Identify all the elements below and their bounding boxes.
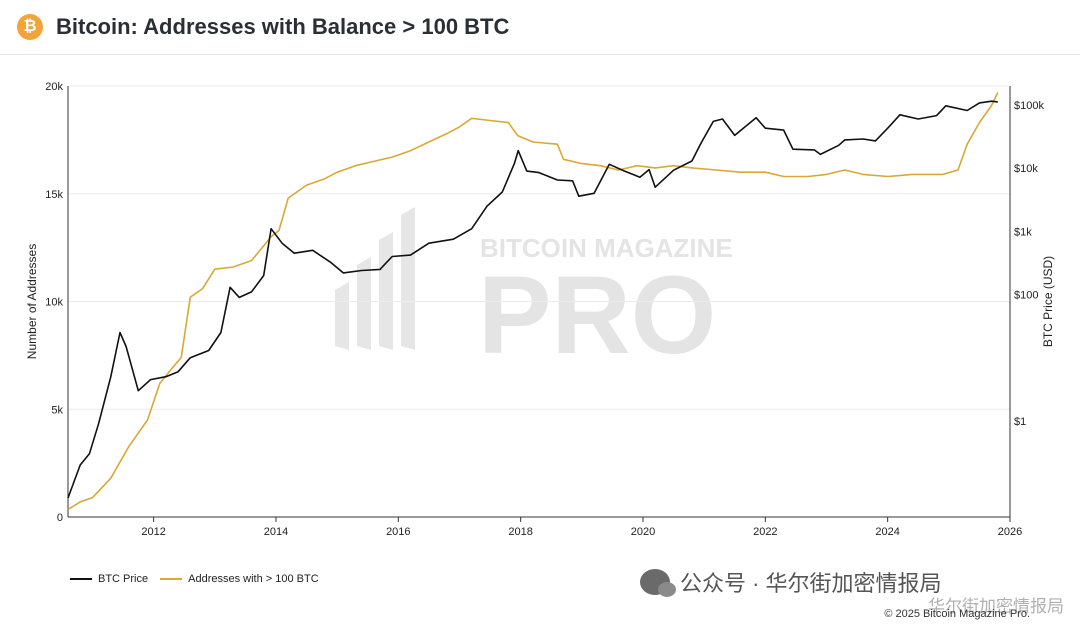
chart-header: ₿ Bitcoin: Addresses with Balance > 100 … — [0, 0, 1080, 55]
legend-item-btc-price[interactable]: BTC Price — [70, 573, 148, 585]
x-tick-label: 2024 — [875, 526, 899, 538]
watermark-line2: PRO — [478, 254, 716, 377]
y-tick-label: 20k — [45, 81, 63, 93]
legend-swatch-addresses — [160, 578, 183, 580]
watermark-line1: BITCOIN MAGAZINE — [480, 233, 733, 263]
y2-tick-label: $1 — [1014, 416, 1026, 428]
y2-tick-label: $100k — [1014, 100, 1044, 112]
x-tick-label: 2012 — [141, 526, 165, 538]
series-line-btc-price — [67, 100, 998, 499]
y-tick-label: 10k — [45, 297, 63, 309]
x-tick-label: 2026 — [998, 526, 1022, 538]
legend-swatch-btc-price — [70, 578, 92, 580]
x-tick-label: 2016 — [386, 526, 410, 538]
y2-tick-label: $100 — [1014, 289, 1038, 301]
legend-item-addresses[interactable]: Addresses with > 100 BTC — [160, 573, 319, 585]
x-tick-label: 2020 — [631, 526, 655, 538]
watermark-bar-icon — [335, 282, 349, 350]
watermark-bar-icon — [401, 207, 415, 350]
y2-tick-label: $1k — [1014, 226, 1032, 238]
bitcoin-logo-icon: ₿ — [17, 14, 43, 40]
y2-tick-label: $10k — [1014, 163, 1038, 175]
x-tick-label: 2022 — [753, 526, 777, 538]
y-tick-label: 15k — [45, 189, 63, 201]
y-axis-title: Number of Addresses — [25, 244, 39, 359]
series-line-addresses — [67, 92, 999, 511]
legend-label-addresses: Addresses with > 100 BTC — [188, 573, 319, 585]
wechat-watermark: 公众号 · 华尔街加密情报局 — [640, 566, 942, 598]
y2-axis-title: BTC Price (USD) — [1041, 256, 1055, 347]
x-tick-label: 2018 — [508, 526, 532, 538]
watermark-bar-icon — [357, 257, 371, 350]
wechat-text: 公众号 · 华尔街加密情报局 — [680, 571, 942, 596]
y-tick-label: 0 — [57, 512, 63, 524]
x-tick-label: 2014 — [264, 526, 288, 538]
copyright-text: © 2025 Bitcoin Magazine Pro. — [884, 608, 1030, 620]
wechat-icon — [640, 569, 676, 597]
legend-label-btc-price: BTC Price — [98, 573, 149, 585]
chart-axes: 0 5k 10k 15k 20k $1 $100 $1k $10k $100k 2012 2014 20… — [25, 81, 1055, 538]
chart-grid — [68, 85, 1010, 410]
chart-title: Bitcoin: Addresses with Balance > 100 BT… — [56, 14, 510, 39]
chart-series — [67, 92, 999, 511]
wechat-watermark-small: 华尔街加密情报局 — [928, 597, 1064, 616]
y-tick-label: 5k — [51, 404, 63, 416]
watermark-bar-icon — [379, 232, 393, 350]
chart-legend: BTC Price Addresses with > 100 BTC — [70, 573, 323, 585]
